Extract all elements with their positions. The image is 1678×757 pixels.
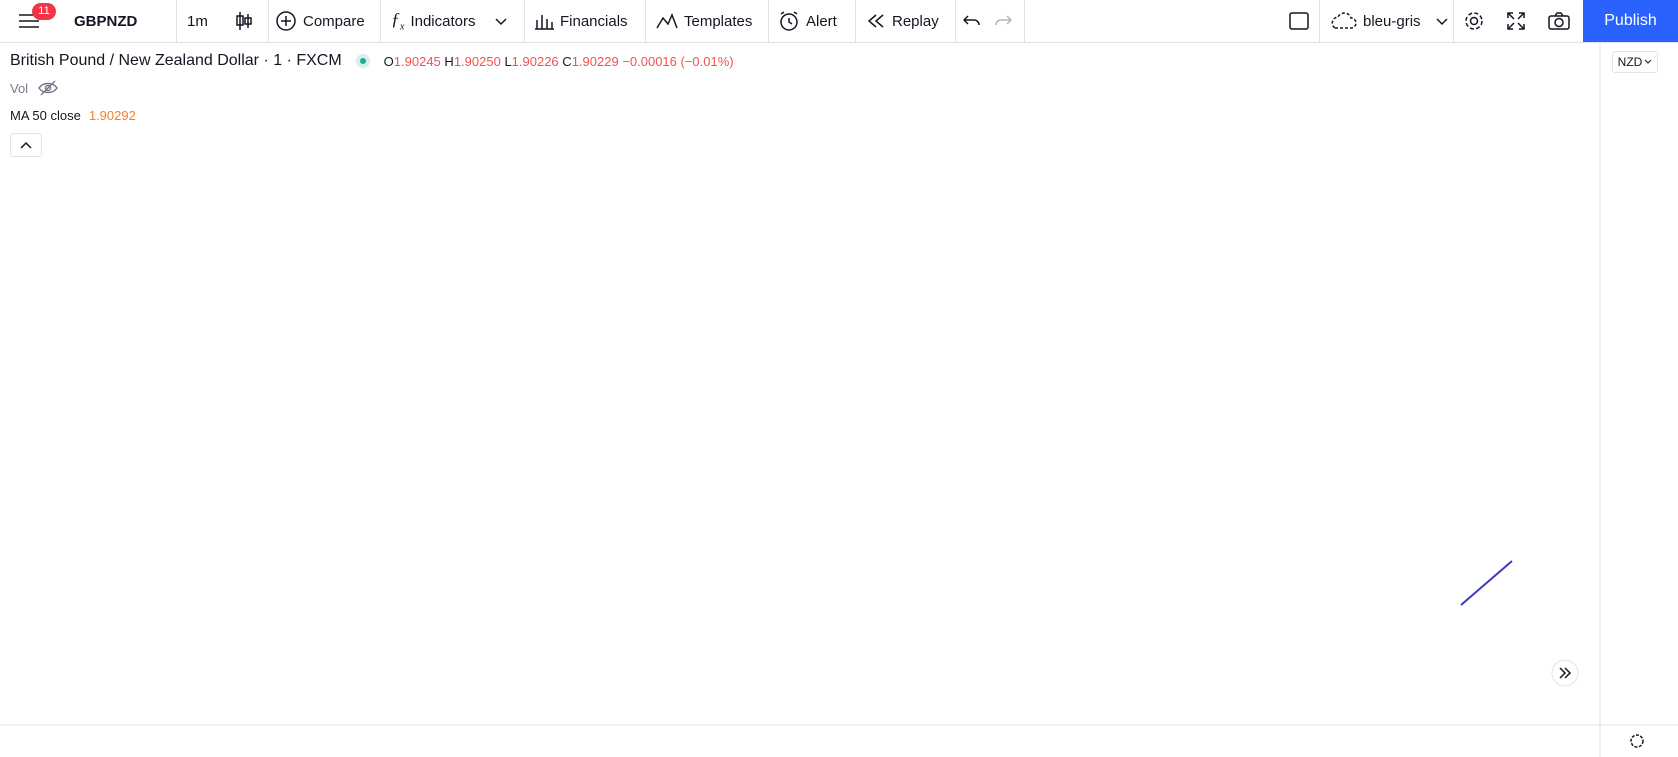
indicators-button[interactable]: ƒx Indicators <box>391 0 508 42</box>
legend-main: British Pound / New Zealand Dollar · 1 ·… <box>10 52 734 70</box>
replay-label: Replay <box>892 12 939 30</box>
settings-corner[interactable] <box>1630 734 1644 748</box>
templates-label: Templates <box>684 12 753 30</box>
compare-label: Compare <box>303 12 365 30</box>
redo-button[interactable] <box>994 0 1012 42</box>
interval[interactable]: 1m <box>187 12 208 30</box>
vol-label: Vol <box>10 80 29 96</box>
separator <box>1024 0 1025 42</box>
ma-label: MA 50 close <box>10 108 81 123</box>
settings-button[interactable] <box>1463 0 1485 42</box>
currency-label: NZD <box>1617 55 1643 69</box>
chart-type[interactable] <box>234 0 254 42</box>
change: −0.00016 (−0.01%) <box>622 53 734 69</box>
separator <box>1319 0 1320 42</box>
chart <box>0 43 1678 757</box>
l-value: 1.90226 <box>511 53 559 69</box>
notification-badge: 11 <box>32 3 56 20</box>
alert-button[interactable]: Alert <box>778 0 837 42</box>
compare-button[interactable]: Compare <box>275 0 365 42</box>
financials-label: Financials <box>560 12 628 30</box>
legend-ma: MA 50 close 1.90292 <box>10 108 136 123</box>
layout-label: bleu-gris <box>1363 12 1421 30</box>
scroll-button[interactable] <box>1551 659 1579 687</box>
ohlc: O1.90245 H1.90250 L1.90226 C1.90229 −0.0… <box>384 54 734 69</box>
undo-button[interactable] <box>963 0 981 42</box>
c-value: 1.90229 <box>571 53 619 69</box>
templates-button[interactable]: Templates <box>656 0 752 42</box>
separator <box>768 0 769 42</box>
publish-button[interactable]: Publish <box>1583 0 1678 42</box>
replay-button[interactable]: Replay <box>866 0 939 42</box>
layout-toggle[interactable] <box>1288 0 1310 42</box>
layout-menu[interactable]: bleu-gris <box>1327 0 1449 42</box>
o-value: 1.90245 <box>393 53 441 69</box>
l-label: L <box>504 53 512 69</box>
h-label: H <box>444 53 454 69</box>
separator <box>176 0 177 42</box>
separator <box>380 0 381 42</box>
legend-vol: Vol <box>10 80 58 96</box>
symbol-title: British Pound / New Zealand Dollar · 1 ·… <box>10 52 342 69</box>
h-value: 1.90250 <box>453 53 501 69</box>
market-status <box>355 54 370 68</box>
separator <box>955 0 956 42</box>
c-label: C <box>562 53 572 69</box>
separator <box>855 0 856 42</box>
currency-selector[interactable]: NZD <box>1612 51 1658 73</box>
separator <box>645 0 646 42</box>
o-label: O <box>383 53 394 69</box>
toolbar: 11 GBPNZD 1m Compare ƒx Indicators Financ… <box>0 0 1678 43</box>
separator <box>524 0 525 42</box>
fullscreen-button[interactable] <box>1506 0 1526 42</box>
financials-button[interactable]: Financials <box>534 0 628 42</box>
screenshot-button[interactable] <box>1548 0 1570 42</box>
collapse-legend[interactable] <box>10 133 42 157</box>
symbol[interactable]: GBPNZD <box>74 12 138 30</box>
separator <box>268 0 269 42</box>
alert-label: Alert <box>806 12 837 30</box>
ma-value: 1.90292 <box>88 108 136 123</box>
indicators-label: Indicators <box>410 12 476 30</box>
separator <box>1453 0 1454 42</box>
trend-line-drawing <box>1460 560 1513 606</box>
